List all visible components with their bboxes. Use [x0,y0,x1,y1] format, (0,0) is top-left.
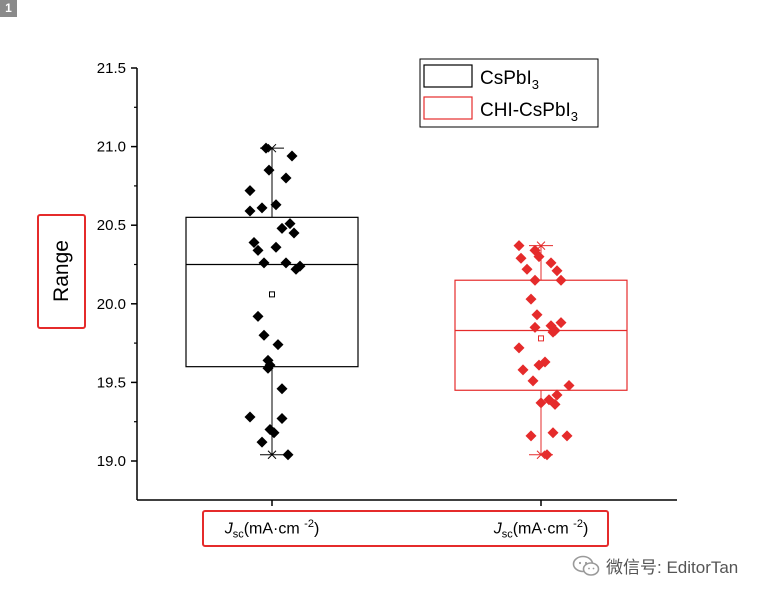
series-1 [185,142,359,461]
x-category-label-1: Jsc(mA·cm -2) [224,518,320,541]
xlabel-highlight-box [202,510,609,547]
legend: CsPbI3 CHI-CsPbI3 [419,58,599,128]
data-point [521,263,533,275]
data-point [535,397,547,409]
panel-badge: 1 [0,0,17,17]
legend-frame [419,58,599,128]
wechat-icon [572,555,600,576]
data-point [280,172,292,184]
data-point [527,375,539,387]
legend-label: CHI-CsPbI3 [480,100,578,124]
ylabel-highlight-box [37,214,86,329]
data-point [258,257,270,269]
data-point [260,142,272,154]
data-point [244,185,256,197]
axes: 19.0 19.5 20.0 20.5 21.0 21.5 [97,60,677,506]
data-point [268,427,280,439]
watermark: 微信号: EditorTan [572,553,738,578]
legend-swatch [423,96,473,120]
data-point [272,339,284,351]
data-point [244,205,256,217]
y-tick-label: 20.0 [97,296,126,313]
data-point [280,257,292,269]
legend-swatch [423,64,473,88]
data-point [258,329,270,341]
data-point [282,449,294,461]
data-point [252,310,264,322]
legend-label: CsPbI3 [480,68,539,92]
data-point [525,430,537,442]
data-point [513,240,525,252]
series-layer [185,142,628,461]
data-point [276,413,288,425]
data-point [533,359,545,371]
watermark-text: 微信号: EditorTan [606,558,739,577]
data-point [263,164,275,176]
data-point [549,398,561,410]
data-point [248,236,260,248]
data-point [276,222,288,234]
y-tick-label: 20.5 [97,217,126,234]
box-iqr [454,279,628,391]
data-point [555,317,567,329]
data-point [561,430,573,442]
y-tick-label: 21.5 [97,60,126,77]
y-tick-label: 21.0 [97,139,126,156]
data-point [270,199,282,211]
series-2 [454,240,628,461]
data-point [284,218,296,230]
data-point [276,383,288,395]
data-point [244,411,256,423]
data-point [525,293,537,305]
data-point [252,244,264,256]
data-point [290,263,302,275]
data-point [555,274,567,286]
data-point [262,362,274,374]
data-point [270,241,282,253]
mean-marker [269,291,275,298]
data-point [547,427,559,439]
data-point [286,150,298,162]
data-point [513,342,525,354]
data-point [529,321,541,333]
data-point [563,380,575,392]
data-point [551,389,563,401]
data-point [529,274,541,286]
data-point [515,252,527,264]
y-tick-label: 19.5 [97,374,126,391]
data-point [531,309,543,321]
data-point [256,436,268,448]
data-point [551,265,563,277]
data-point [541,449,553,461]
data-point [545,257,557,269]
data-point [256,202,268,214]
data-point [288,227,300,239]
x-category-label-2: Jsc(mA·cm -2) [493,518,589,541]
data-point [517,364,529,376]
y-tick-label: 19.0 [97,453,126,470]
data-point [547,326,559,338]
data-point [533,251,545,263]
mean-marker [538,335,544,342]
y-axis-label: Range [50,240,73,302]
